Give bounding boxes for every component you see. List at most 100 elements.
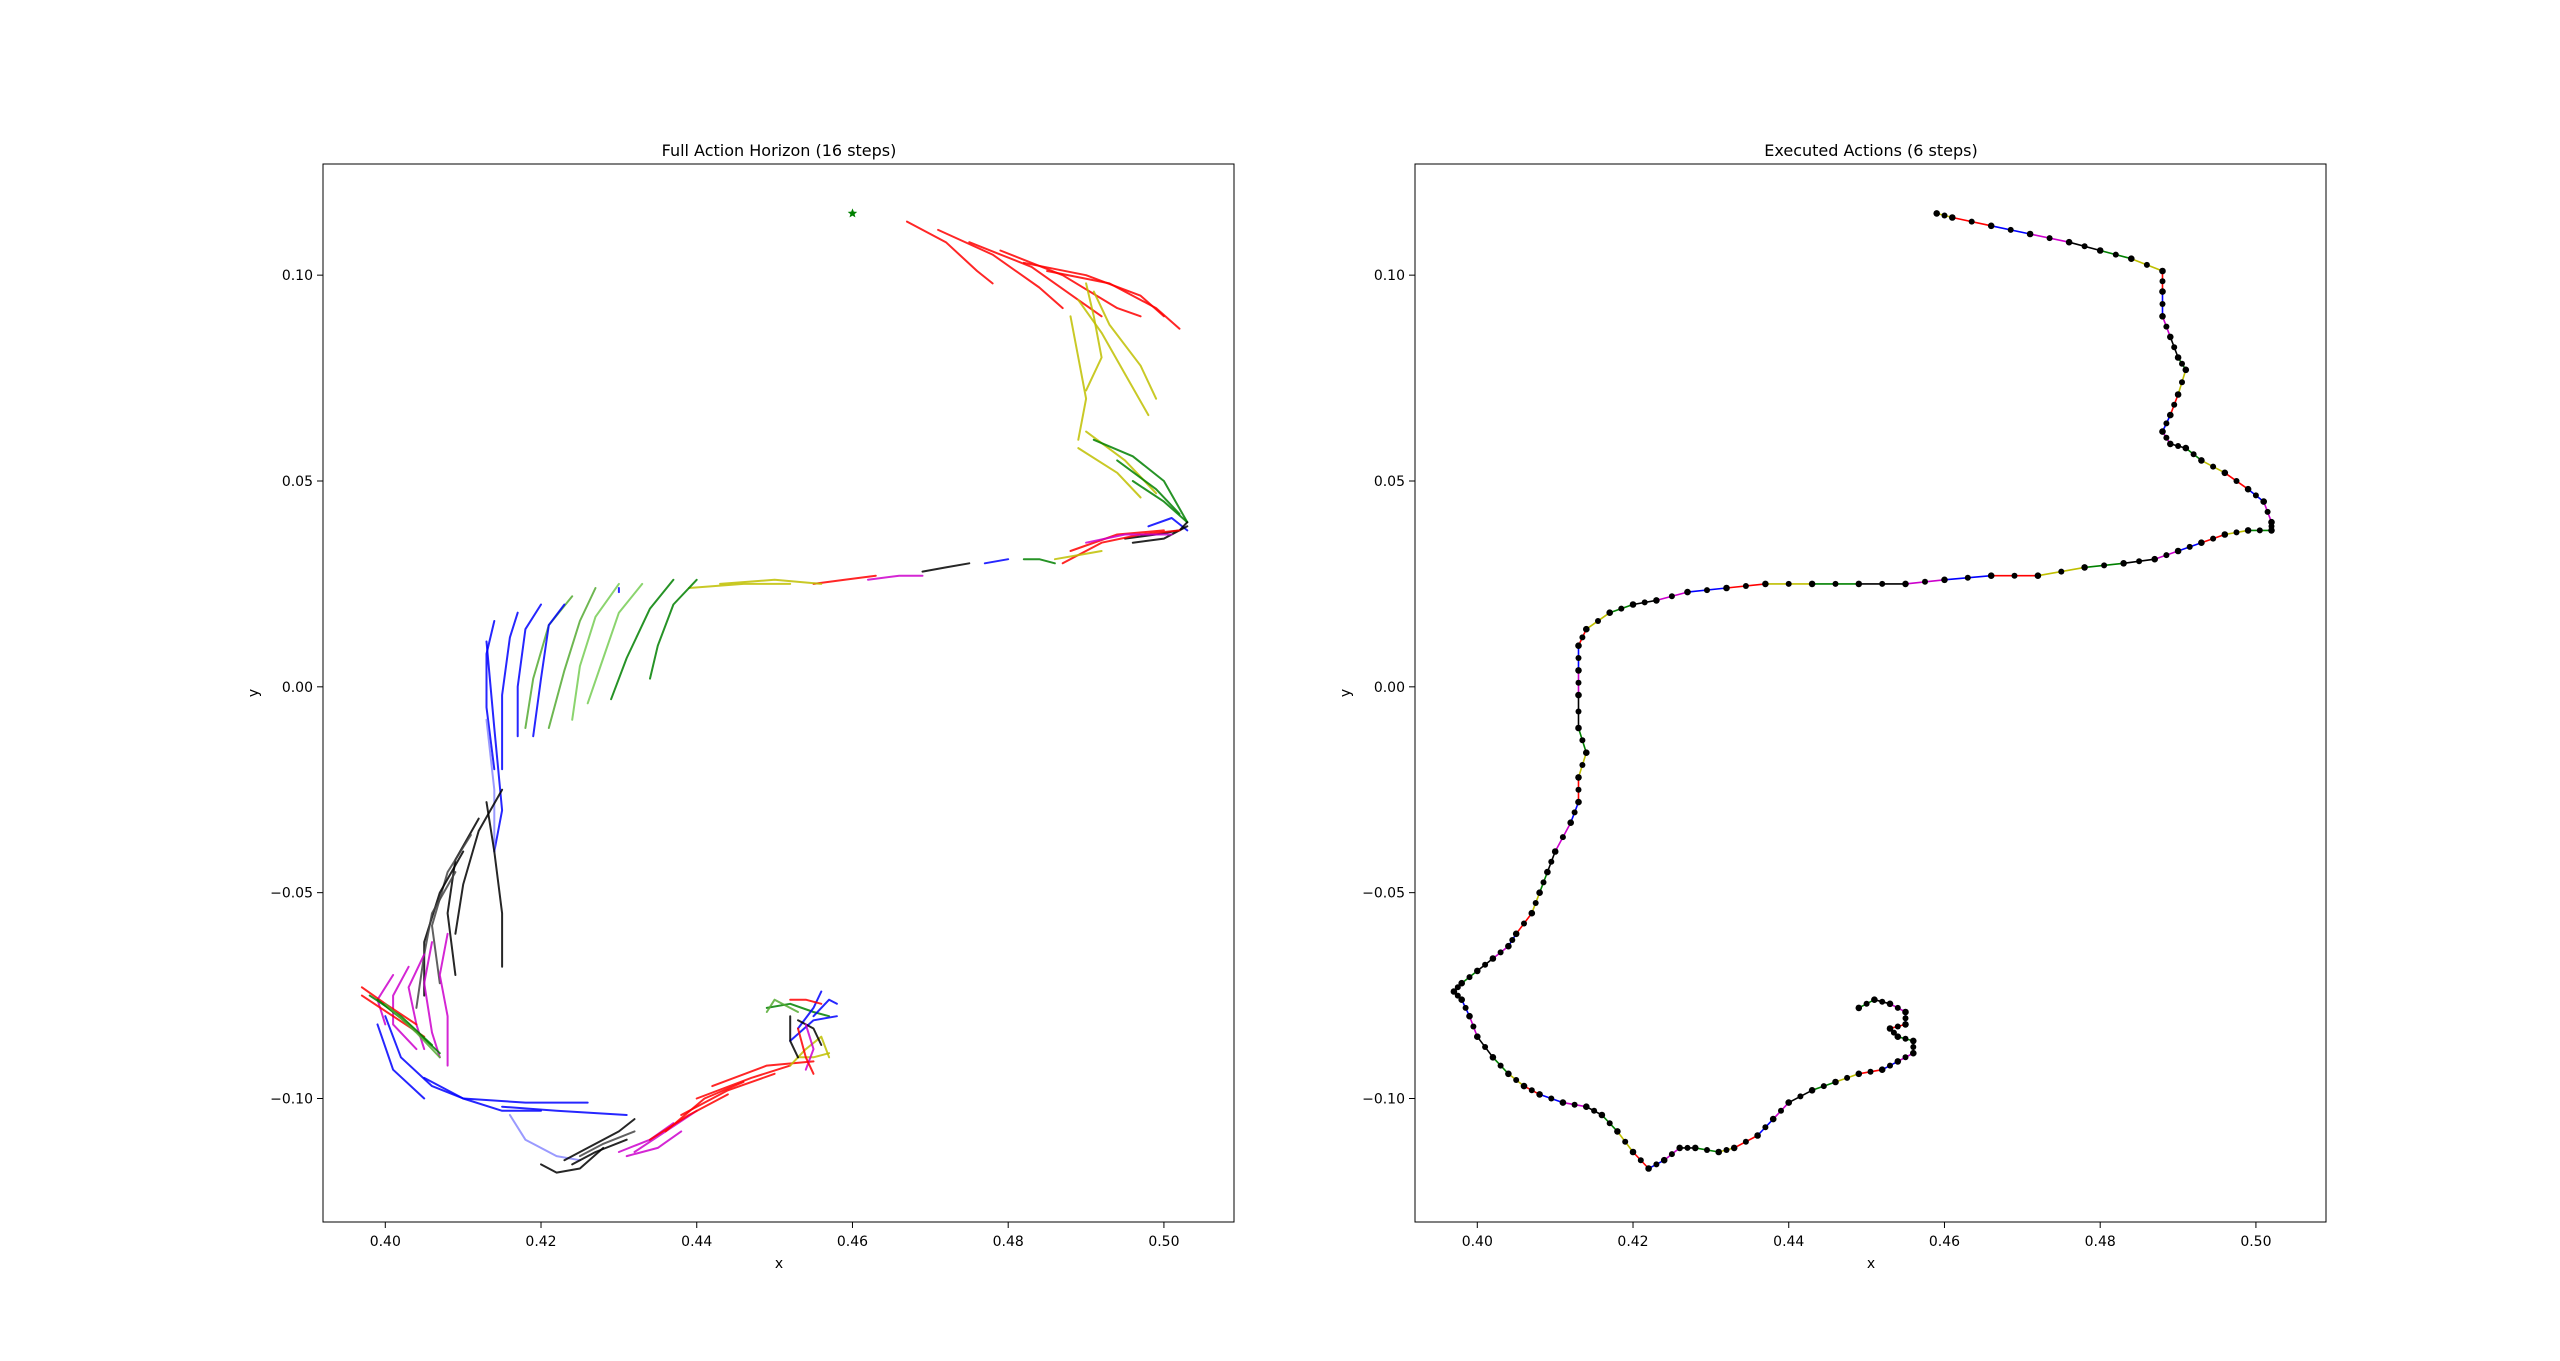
executed-step-point [1879, 998, 1886, 1005]
x-tick-label: 0.42 [1617, 1234, 1648, 1250]
action-trajectory-line [485, 620, 496, 771]
executed-step-point [1715, 1148, 1722, 1156]
x-tick-label: 0.46 [837, 1234, 868, 1250]
action-trajectory-line [485, 801, 504, 968]
executed-step-point [1622, 1138, 1629, 1145]
executed-step-point [2034, 572, 2042, 579]
executed-step-point [1871, 996, 1878, 1003]
executed-step-point [1513, 1077, 1520, 1083]
executed-step-point [1730, 1144, 1738, 1152]
right-chart-title: Executed Actions (6 steps) [1764, 141, 1977, 160]
action-trajectory-line [695, 1064, 792, 1100]
x-tick-label: 0.42 [525, 1234, 556, 1250]
executed-step-point [1684, 588, 1691, 596]
executed-step-point [2171, 401, 2178, 408]
executed-step-point [1704, 1147, 1710, 1153]
action-trajectory-line [812, 998, 838, 1018]
executed-step-point [1454, 992, 1461, 999]
right-axes-frame [1414, 163, 2327, 1223]
executed-step-point [1887, 1062, 1893, 1069]
executed-step-point [1618, 605, 1625, 612]
action-trajectory-line [1053, 550, 1103, 561]
executed-step-point [1466, 974, 1473, 981]
executed-step-point [2026, 230, 2034, 238]
executed-step-point [2221, 469, 2229, 477]
executed-step-point [1902, 1054, 1909, 1061]
action-trajectory-line [384, 1015, 465, 1100]
action-trajectory-line [1092, 438, 1189, 524]
executed-step-point [1497, 949, 1504, 956]
executed-step-point [1595, 618, 1601, 624]
executed-step-point [1575, 724, 1582, 732]
executed-step-point [1575, 667, 1582, 674]
executed-step-point [1910, 1037, 1917, 1045]
executed-step-point [2179, 360, 2185, 367]
executed-step-point [1474, 967, 1481, 975]
executed-step-point [1614, 1128, 1621, 1135]
executed-step-point [1964, 574, 1971, 581]
executed-step-point [1894, 1004, 1901, 1011]
x-tick-label: 0.40 [1462, 1234, 1493, 1250]
executed-step-point [2011, 572, 2018, 579]
executed-step-point [2101, 562, 2108, 569]
action-trajectory-line [937, 228, 1064, 310]
executed-step-point [1536, 889, 1543, 896]
executed-step-point [1528, 1087, 1535, 1094]
right-axes: Executed Actions (6 steps) 0.40 0.42 0.44 0… [1338, 141, 2327, 1272]
action-trajectory-line [906, 220, 994, 285]
action-trajectory-line [1069, 315, 1088, 441]
executed-step-point [2159, 313, 2166, 320]
executed-step-point [1902, 1035, 1909, 1042]
x-tick-label: 0.44 [681, 1234, 712, 1250]
action-trajectory-line [921, 562, 971, 573]
executed-step-point [1575, 708, 1582, 715]
action-trajectory-line [688, 582, 792, 589]
executed-step-point [1579, 737, 1586, 744]
action-trajectory-line [664, 1081, 745, 1133]
executed-step-point [1668, 1151, 1675, 1158]
executed-step-point [1762, 580, 1769, 588]
executed-step-point [1606, 1120, 1613, 1127]
left-axes: Full Action Horizon (16 steps) 0.40 0.42 0… [246, 141, 1235, 1272]
executed-step-point [2065, 238, 2073, 246]
executed-step-point [1894, 1033, 1902, 1040]
action-trajectory-line [1085, 533, 1173, 544]
executed-step-point [2163, 552, 2170, 559]
executed-step-point [1466, 1012, 1473, 1020]
executed-step-point [1820, 1083, 1827, 1090]
action-trajectory-line [1116, 459, 1181, 515]
executed-step-point [1653, 597, 1660, 604]
executed-step-point [1778, 1107, 1784, 1114]
executed-step-point [1575, 798, 1582, 806]
executed-step-point [1769, 1115, 1777, 1123]
action-trajectory-line [586, 582, 644, 705]
executed-step-point [1723, 1147, 1730, 1153]
executed-step-point [1660, 1156, 1668, 1164]
plot-marks [360, 208, 1189, 1174]
y-tick-label: 0.00 [1374, 680, 1405, 696]
executed-step-point [1645, 1165, 1652, 1172]
executed-step-point [2198, 539, 2205, 546]
x-tick-label: 0.50 [2240, 1234, 2271, 1250]
x-tick-label: 0.44 [1773, 1234, 1804, 1250]
executed-step-point [2096, 247, 2104, 254]
right-axis-ticks: 0.40 0.42 0.44 0.46 0.48 0.50 −0.10 −0.05 0.00 0.… [1362, 268, 2271, 1250]
executed-step-point [1575, 642, 1582, 649]
action-trajectory-line [384, 1002, 441, 1059]
action-trajectory-line [501, 1105, 628, 1116]
action-trajectory-line [1046, 270, 1181, 330]
executed-step-point [1832, 580, 1839, 587]
executed-step-point [2182, 366, 2190, 374]
executed-step-point [1598, 1111, 1606, 1119]
executed-step-point [1454, 984, 1461, 991]
action-trajectory-line [485, 640, 504, 853]
executed-step-point [1902, 1015, 1909, 1022]
action-trajectory-line [454, 788, 504, 935]
executed-step-point [1941, 576, 1948, 584]
right-x-axis-label: x [1867, 1256, 1875, 1272]
executed-step-point [1987, 572, 1995, 579]
executed-step-point [2171, 344, 2178, 351]
executed-step-point [2210, 463, 2217, 470]
executed-step-point [1855, 1070, 1863, 1078]
